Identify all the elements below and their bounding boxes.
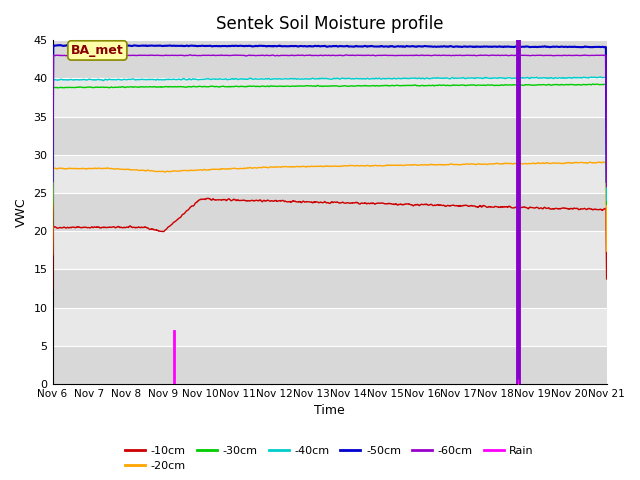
Text: BA_met: BA_met: [71, 44, 124, 57]
Bar: [52, 155, 607, 193]
Title: Sentek Soil Moisture profile: Sentek Soil Moisture profile: [216, 15, 444, 33]
X-axis label: Time: Time: [314, 405, 345, 418]
Legend: -10cm, -20cm, -30cm, -40cm, -50cm, -60cm, Rain: -10cm, -20cm, -30cm, -40cm, -50cm, -60cm…: [121, 441, 538, 476]
Bar: [52, 40, 607, 78]
Bar: [52, 231, 607, 269]
Bar: [52, 269, 607, 308]
Bar: [52, 117, 607, 155]
Bar: [52, 193, 607, 231]
Y-axis label: VWC: VWC: [15, 197, 28, 227]
Bar: [52, 78, 607, 117]
Bar: [52, 346, 607, 384]
Bar: [52, 308, 607, 346]
